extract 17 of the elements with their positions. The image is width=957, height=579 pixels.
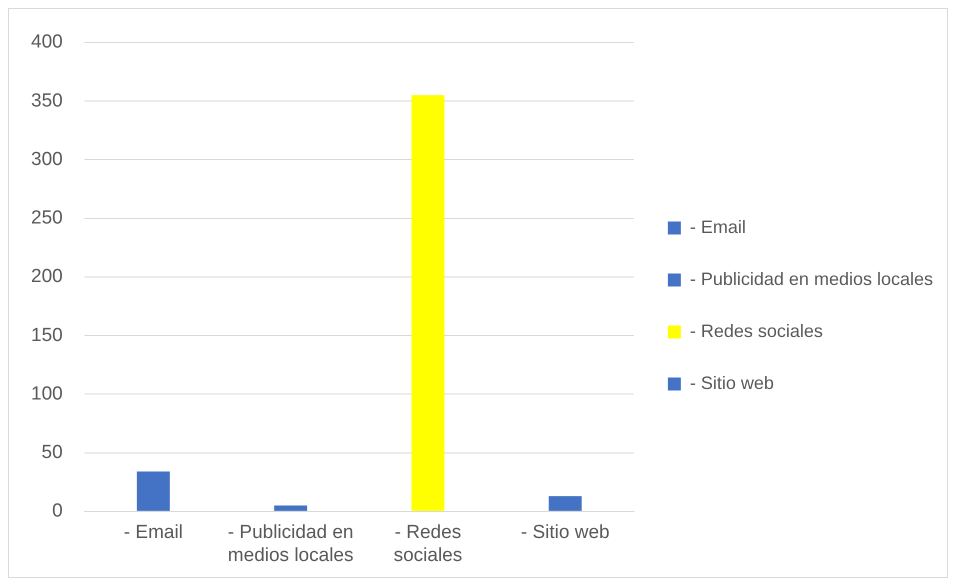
y-tick-label: 350 (31, 90, 63, 112)
y-tick-label: 300 (31, 148, 63, 170)
legend-label: - Sitio web (690, 372, 774, 393)
x-tick-label: - Publicidad en medios locales (228, 522, 354, 566)
legend-label: - Redes sociales (690, 320, 823, 341)
y-tick-label: 200 (31, 266, 63, 288)
x-tick-label: - Redes sociales (394, 522, 462, 566)
legend-label: - Email (690, 216, 746, 237)
y-tick-label: 0 (52, 500, 63, 522)
y-tick-label: 50 (42, 442, 63, 464)
x-tick-label: - Sitio web (520, 522, 610, 544)
y-tick-label: 150 (31, 324, 63, 346)
legend-label: - Publicidad en medios locales (690, 268, 934, 289)
x-tick-label: - Email (124, 522, 183, 544)
y-tick-label: 250 (31, 208, 63, 229)
y-tick-label: 100 (31, 383, 63, 404)
y-tick-label: 400 (31, 32, 63, 53)
